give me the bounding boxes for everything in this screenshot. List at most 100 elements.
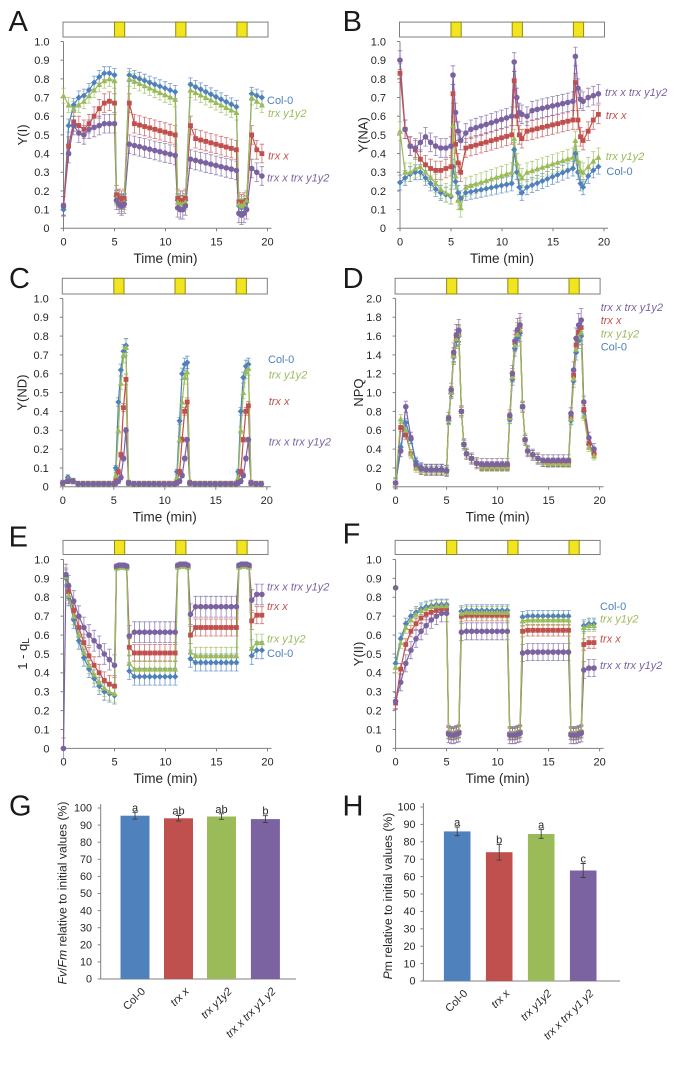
- svg-text:trx x trx y1y2: trx x trx y1y2: [600, 660, 662, 672]
- svg-text:Col-0: Col-0: [267, 648, 293, 660]
- svg-text:90: 90: [403, 819, 415, 831]
- svg-text:Pm relative to initial values: Pm relative to initial values (%): [381, 813, 395, 980]
- svg-text:Time (min): Time (min): [466, 509, 530, 524]
- svg-text:0.5: 0.5: [34, 130, 49, 142]
- svg-text:trx x trx y1y2: trx x trx y1y2: [267, 173, 329, 185]
- svg-text:0: 0: [86, 974, 92, 986]
- svg-text:100: 100: [74, 803, 92, 815]
- svg-text:0.6: 0.6: [34, 369, 49, 381]
- svg-text:trx y1y2: trx y1y2: [601, 329, 640, 341]
- svg-text:Col-0: Col-0: [601, 341, 627, 353]
- svg-text:trx y1y2: trx y1y2: [267, 634, 306, 646]
- svg-text:0: 0: [409, 976, 415, 988]
- svg-text:5: 5: [111, 756, 117, 768]
- svg-text:B: B: [343, 6, 362, 38]
- svg-text:Col-0: Col-0: [600, 601, 626, 613]
- svg-text:40: 40: [403, 906, 415, 918]
- svg-text:0.8: 0.8: [34, 74, 49, 86]
- svg-text:1.0: 1.0: [34, 293, 49, 305]
- svg-text:5: 5: [444, 495, 450, 507]
- svg-text:2.0: 2.0: [366, 293, 381, 305]
- svg-text:0.8: 0.8: [371, 74, 386, 86]
- svg-text:0.6: 0.6: [34, 630, 49, 642]
- svg-text:trx y1y2: trx y1y2: [268, 108, 307, 120]
- svg-text:Y(ND): Y(ND): [14, 375, 29, 411]
- svg-text:E: E: [9, 521, 28, 553]
- svg-text:0: 0: [43, 223, 49, 235]
- svg-text:0.8: 0.8: [34, 592, 49, 604]
- svg-text:15: 15: [542, 495, 554, 507]
- svg-text:ab: ab: [215, 804, 227, 816]
- svg-text:100: 100: [397, 802, 415, 814]
- svg-text:80: 80: [80, 837, 92, 849]
- svg-text:trx x trx y1y2: trx x trx y1y2: [269, 437, 331, 449]
- svg-text:0: 0: [375, 743, 381, 755]
- svg-text:0.4: 0.4: [34, 668, 49, 680]
- svg-text:1.0: 1.0: [371, 36, 386, 48]
- svg-text:Time (min): Time (min): [466, 771, 530, 786]
- svg-text:0.8: 0.8: [34, 331, 49, 343]
- svg-text:0.7: 0.7: [34, 92, 49, 104]
- svg-text:0.4: 0.4: [371, 149, 386, 161]
- svg-text:a: a: [132, 802, 139, 814]
- svg-text:90: 90: [80, 820, 92, 832]
- svg-text:0.2: 0.2: [34, 186, 49, 198]
- svg-text:ab: ab: [172, 806, 184, 818]
- svg-text:5: 5: [448, 236, 454, 248]
- svg-text:0.6: 0.6: [371, 111, 386, 123]
- svg-text:trx x: trx x: [269, 396, 290, 408]
- svg-text:0.5: 0.5: [371, 130, 386, 142]
- svg-text:H: H: [343, 790, 364, 822]
- svg-text:0: 0: [43, 743, 49, 755]
- svg-text:10: 10: [491, 756, 503, 768]
- svg-text:20: 20: [403, 941, 415, 953]
- svg-text:0.2: 0.2: [366, 463, 381, 475]
- svg-text:10: 10: [80, 957, 92, 969]
- svg-text:70: 70: [403, 854, 415, 866]
- svg-text:0: 0: [375, 482, 381, 494]
- svg-text:0: 0: [60, 756, 66, 768]
- svg-text:30: 30: [403, 924, 415, 936]
- svg-text:1.4: 1.4: [366, 350, 381, 362]
- svg-text:1.0: 1.0: [34, 36, 49, 48]
- svg-text:0.3: 0.3: [366, 687, 381, 699]
- svg-text:0.8: 0.8: [366, 592, 381, 604]
- svg-text:0: 0: [43, 482, 49, 494]
- svg-text:0.1: 0.1: [34, 724, 49, 736]
- svg-text:Time (min): Time (min): [134, 771, 198, 786]
- svg-text:0.6: 0.6: [366, 425, 381, 437]
- svg-text:b: b: [496, 834, 502, 846]
- svg-text:Col-0: Col-0: [268, 354, 294, 366]
- svg-text:trx x: trx x: [600, 634, 621, 646]
- svg-text:0.4: 0.4: [34, 406, 49, 418]
- svg-text:0.6: 0.6: [34, 111, 49, 123]
- svg-text:0.5: 0.5: [34, 649, 49, 661]
- svg-text:1 - qL: 1 - qL: [15, 638, 32, 670]
- svg-text:0.6: 0.6: [366, 630, 381, 642]
- svg-text:1.0: 1.0: [366, 554, 381, 566]
- svg-text:20: 20: [261, 756, 273, 768]
- svg-text:Time (min): Time (min): [470, 251, 534, 266]
- svg-text:10: 10: [159, 236, 171, 248]
- svg-text:0.5: 0.5: [34, 388, 49, 400]
- svg-text:0: 0: [380, 223, 386, 235]
- svg-text:10: 10: [403, 958, 415, 970]
- svg-text:1.6: 1.6: [366, 331, 381, 343]
- svg-text:trx y1y2: trx y1y2: [600, 614, 639, 626]
- svg-text:20: 20: [261, 236, 273, 248]
- svg-text:20: 20: [261, 495, 273, 507]
- svg-text:0.4: 0.4: [366, 444, 381, 456]
- svg-text:0.3: 0.3: [34, 167, 49, 179]
- svg-text:F: F: [343, 519, 361, 551]
- svg-text:0.1: 0.1: [366, 724, 381, 736]
- svg-text:15: 15: [210, 495, 222, 507]
- svg-text:0.1: 0.1: [34, 205, 49, 217]
- svg-text:A: A: [9, 6, 29, 38]
- svg-text:1.0: 1.0: [366, 388, 381, 400]
- svg-text:trx x trx y1y2: trx x trx y1y2: [267, 581, 329, 593]
- svg-text:0.9: 0.9: [366, 573, 381, 585]
- svg-text:60: 60: [80, 871, 92, 883]
- svg-text:a: a: [454, 817, 461, 829]
- svg-text:Y(NA): Y(NA): [355, 117, 370, 152]
- svg-text:10: 10: [159, 495, 171, 507]
